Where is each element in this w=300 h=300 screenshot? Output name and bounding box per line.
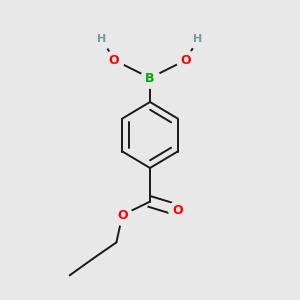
Text: O: O: [172, 203, 183, 217]
Text: H: H: [194, 34, 202, 44]
Text: O: O: [181, 53, 191, 67]
Text: H: H: [98, 34, 106, 44]
Text: O: O: [109, 53, 119, 67]
Text: B: B: [145, 71, 155, 85]
Text: O: O: [117, 208, 128, 222]
